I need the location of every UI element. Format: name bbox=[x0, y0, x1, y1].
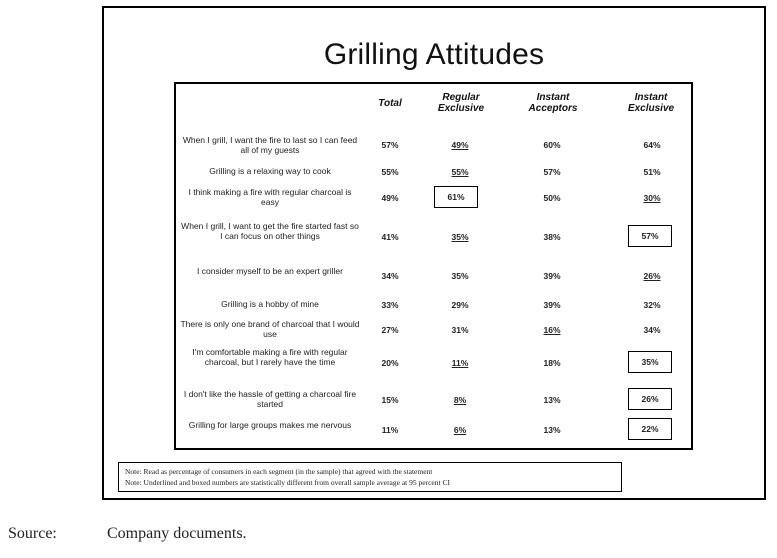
cell-total: 20% bbox=[381, 358, 399, 368]
cell-regular-exclusive: 29% bbox=[451, 300, 469, 310]
row-statement: When I grill, I want the fire to last so… bbox=[182, 135, 358, 155]
row-statement: I'm comfortable making a fire with regul… bbox=[192, 347, 348, 367]
cell-total: 57% bbox=[381, 140, 399, 150]
col-header-total: Total bbox=[378, 98, 402, 109]
cell-instant-acceptors: 13% bbox=[543, 395, 561, 405]
cell-total: 33% bbox=[381, 300, 399, 310]
row-statement: Grilling for large groups makes me nervo… bbox=[188, 420, 352, 430]
slide-frame: Grilling Attitudes Total Regular Exclusi… bbox=[102, 6, 766, 500]
row-statement: There is only one brand of charcoal that… bbox=[180, 319, 360, 339]
cell-instant-acceptors: 13% bbox=[543, 425, 561, 435]
source-label: Source: bbox=[8, 525, 57, 542]
cell-instant-acceptors: 16% bbox=[543, 325, 561, 335]
cell-total: 15% bbox=[381, 395, 399, 405]
cell-instant-acceptors: 39% bbox=[543, 300, 561, 310]
note-line: Note: Underlined and boxed numbers are s… bbox=[125, 478, 450, 487]
cell-regular-exclusive: 8% bbox=[453, 395, 467, 405]
cell-instant-exclusive: 34% bbox=[643, 325, 661, 335]
cell-regular-exclusive: 55% bbox=[451, 167, 469, 177]
note-line: Note: Read as percentage of consumers in… bbox=[125, 467, 433, 476]
cell-instant-acceptors: 57% bbox=[543, 167, 561, 177]
slide-title: Grilling Attitudes bbox=[323, 38, 545, 71]
cell-instant-acceptors: 18% bbox=[543, 358, 561, 368]
notes-box: Note: Read as percentage of consumers in… bbox=[118, 462, 622, 492]
cell-instant-exclusive: 51% bbox=[643, 167, 661, 177]
cell-instant-acceptors: 50% bbox=[543, 193, 561, 203]
cell-regular-exclusive: 35% bbox=[451, 232, 469, 242]
cell-instant-exclusive: 26% bbox=[628, 388, 672, 410]
cell-instant-exclusive: 35% bbox=[628, 351, 672, 373]
row-statement: Grilling is a relaxing way to cook bbox=[209, 166, 331, 176]
cell-instant-exclusive: 22% bbox=[628, 418, 672, 440]
row-statement: I think making a fire with regular charc… bbox=[188, 187, 352, 207]
cell-instant-acceptors: 60% bbox=[543, 140, 561, 150]
cell-total: 49% bbox=[381, 193, 399, 203]
cell-regular-exclusive: 35% bbox=[451, 271, 469, 281]
col-header-instant-exclusive: Instant Exclusive bbox=[627, 92, 675, 114]
cell-total: 34% bbox=[381, 271, 399, 281]
cell-instant-exclusive: 26% bbox=[643, 271, 661, 281]
cell-instant-exclusive: 32% bbox=[643, 300, 661, 310]
cell-instant-acceptors: 39% bbox=[543, 271, 561, 281]
cell-regular-exclusive: 31% bbox=[451, 325, 469, 335]
cell-regular-exclusive: 6% bbox=[453, 425, 467, 435]
row-statement: I don't like the hassle of getting a cha… bbox=[183, 389, 357, 409]
row-statement: When I grill, I want to get the fire sta… bbox=[181, 221, 359, 241]
source-text: Company documents. bbox=[107, 525, 247, 542]
cell-total: 55% bbox=[381, 167, 399, 177]
cell-regular-exclusive: 61% bbox=[434, 186, 478, 208]
cell-regular-exclusive: 49% bbox=[451, 140, 469, 150]
cell-instant-acceptors: 38% bbox=[543, 232, 561, 242]
cell-instant-exclusive: 64% bbox=[643, 140, 661, 150]
cell-regular-exclusive: 11% bbox=[451, 358, 469, 368]
cell-total: 41% bbox=[381, 232, 399, 242]
cell-instant-exclusive: 30% bbox=[643, 193, 661, 203]
cell-total: 11% bbox=[381, 425, 399, 435]
col-header-instant-acceptors: Instant Acceptors bbox=[528, 92, 578, 114]
data-table: Total Regular Exclusive Instant Acceptor… bbox=[174, 82, 693, 450]
row-statement: I consider myself to be an expert grille… bbox=[197, 266, 343, 276]
row-statement: Grilling is a hobby of mine bbox=[221, 299, 319, 309]
col-header-regular-exclusive: Regular Exclusive bbox=[437, 92, 485, 114]
cell-instant-exclusive: 57% bbox=[628, 225, 672, 247]
cell-total: 27% bbox=[381, 325, 399, 335]
